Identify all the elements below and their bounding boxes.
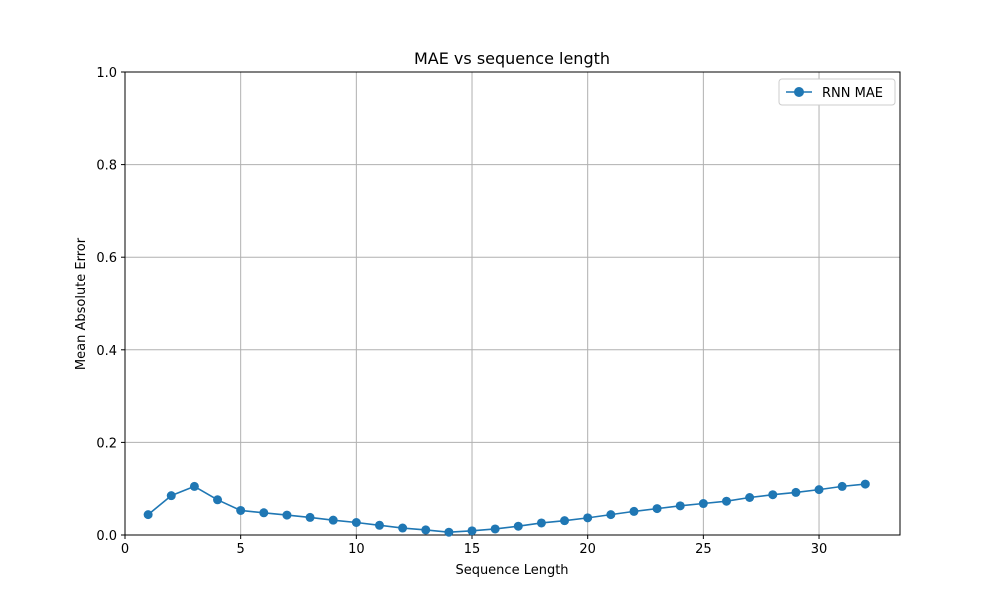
x-tick-label: 20 bbox=[579, 542, 596, 557]
y-tick-label: 0.6 bbox=[96, 251, 117, 266]
data-point bbox=[837, 481, 847, 491]
y-axis-label: Mean Absolute Error bbox=[74, 237, 89, 370]
data-point bbox=[768, 490, 778, 500]
data-point bbox=[282, 510, 292, 520]
data-point bbox=[745, 492, 755, 502]
data-point bbox=[236, 505, 246, 515]
data-point bbox=[560, 516, 570, 526]
legend-marker-swatch bbox=[794, 87, 804, 97]
data-point bbox=[351, 517, 361, 527]
data-point bbox=[490, 524, 500, 534]
legend-box bbox=[778, 78, 896, 106]
chart-title: MAE vs sequence length bbox=[414, 49, 610, 68]
y-tick-label: 0.8 bbox=[96, 159, 117, 174]
x-tick-label: 30 bbox=[811, 542, 828, 557]
y-tick-label: 0.0 bbox=[96, 529, 117, 544]
data-point bbox=[675, 501, 685, 511]
data-point bbox=[698, 499, 708, 509]
data-point bbox=[513, 521, 523, 531]
data-point bbox=[213, 495, 223, 505]
data-point bbox=[189, 481, 199, 491]
data-point bbox=[374, 520, 384, 530]
data-point bbox=[143, 510, 153, 520]
x-tick-label: 25 bbox=[695, 542, 712, 557]
legend: RNN MAE bbox=[778, 78, 896, 106]
data-point bbox=[629, 506, 639, 516]
series-layer bbox=[143, 479, 870, 537]
data-point bbox=[398, 523, 408, 533]
data-point bbox=[814, 485, 824, 495]
x-tick-label: 15 bbox=[464, 542, 481, 557]
data-point bbox=[259, 508, 269, 518]
data-point bbox=[421, 525, 431, 535]
data-point bbox=[721, 496, 731, 506]
data-point bbox=[606, 510, 616, 520]
y-tick-label: 0.2 bbox=[96, 436, 117, 451]
plot-frame bbox=[124, 71, 901, 536]
data-point bbox=[860, 479, 870, 489]
data-point bbox=[328, 515, 338, 525]
data-point bbox=[536, 518, 546, 528]
data-point bbox=[444, 527, 454, 537]
x-tick-label: 5 bbox=[237, 542, 245, 557]
data-point bbox=[583, 513, 593, 523]
data-point bbox=[652, 504, 662, 514]
y-tick-label: 1.0 bbox=[96, 66, 117, 81]
data-point bbox=[166, 491, 176, 501]
x-axis-label: Sequence Length bbox=[455, 563, 568, 578]
x-tick-label: 10 bbox=[348, 542, 365, 557]
axis-ticks: 0 5 10 15 20 25 30 0.0 0.2 0.4 0.6 0.8 1.0 bbox=[96, 66, 827, 557]
data-point bbox=[791, 487, 801, 497]
y-tick-label: 0.4 bbox=[96, 344, 117, 359]
x-tick-label: 0 bbox=[121, 542, 129, 557]
legend-label: RNN MAE bbox=[822, 86, 883, 101]
data-point bbox=[467, 526, 477, 536]
data-point bbox=[305, 512, 315, 522]
